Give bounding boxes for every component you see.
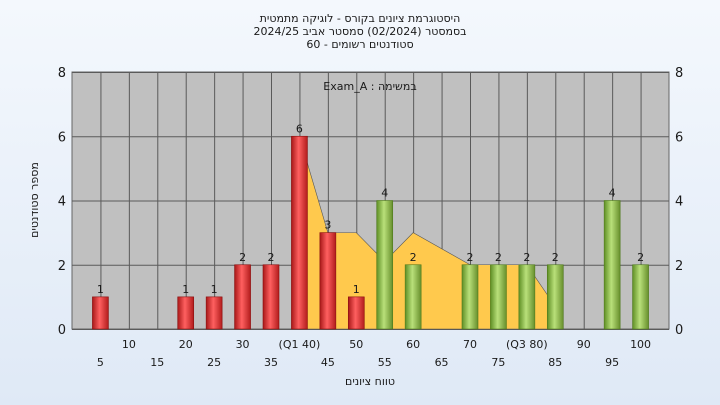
data-label-75: 2 <box>495 251 502 264</box>
x-tick-60: 60 <box>406 338 420 351</box>
data-label-20: 1 <box>182 283 189 296</box>
bar-45 <box>319 232 337 330</box>
bar-40 <box>291 135 308 330</box>
bar-55 <box>376 200 394 330</box>
data-label-40: 6 <box>296 122 303 135</box>
y-axis-title: מספר סטודנטים <box>28 162 41 238</box>
x-tick-45: 45 <box>321 356 335 369</box>
x-tick-85: 85 <box>548 356 562 369</box>
x-tick-30: 30 <box>236 338 250 351</box>
x-tick-40: (Q1 40) <box>279 338 321 351</box>
data-label-50: 1 <box>353 283 360 296</box>
x-tick-100: 100 <box>630 338 651 351</box>
y-tick-right-6: 6 <box>675 130 683 145</box>
data-label-95: 4 <box>609 187 616 200</box>
bar-30 <box>234 264 251 330</box>
bar-25 <box>205 296 223 330</box>
y-tick-left-6: 6 <box>58 130 66 145</box>
data-label-55: 4 <box>381 187 388 200</box>
x-tick-70: 70 <box>463 338 477 351</box>
y-tick-right-0: 0 <box>675 323 683 338</box>
bar-35 <box>262 264 280 330</box>
x-tick-95: 95 <box>605 356 619 369</box>
x-tick-75: 75 <box>491 356 505 369</box>
bar-5 <box>92 296 109 330</box>
x-tick-55: 55 <box>378 356 392 369</box>
bar-100 <box>632 264 649 330</box>
y-tick-left-8: 8 <box>58 66 66 81</box>
chart-title-line-3: 60 - סטודנטים רשומים <box>306 38 413 51</box>
bar-75 <box>490 264 507 330</box>
x-ticks-layer: 5 10 15 20 25 30 35(Q1 40)45 50 55 60 65 70 75(Q3 80… <box>97 338 651 369</box>
y-tick-left-0: 0 <box>58 323 66 338</box>
y-tick-right-4: 4 <box>675 195 683 210</box>
bars-layer <box>92 135 649 330</box>
x-tick-10: 10 <box>122 338 136 351</box>
bar-80 <box>518 264 536 330</box>
x-tick-25: 25 <box>207 356 221 369</box>
x-tick-65: 65 <box>435 356 449 369</box>
x-tick-90: 90 <box>577 338 591 351</box>
y-tick-right-2: 2 <box>675 259 683 274</box>
data-labels-layer: 1 1 1 2 2 6 3 1 4 2 2 2 2 2 4 2 <box>97 122 644 296</box>
y-ticks-layer: 0 0 2 2 4 4 6 6 8 8 <box>58 66 684 338</box>
x-tick-5: 5 <box>97 356 104 369</box>
bar-20 <box>177 296 195 330</box>
chart-title-line-2: בסמסטר (02/2024) סמסטר אביב 2024/25 <box>253 25 466 38</box>
exam-annotation: Exam_A : במשימה <box>323 80 416 93</box>
data-label-45: 3 <box>324 219 331 232</box>
data-label-35: 2 <box>268 251 275 264</box>
data-label-25: 1 <box>211 283 218 296</box>
y-tick-left-4: 4 <box>58 195 66 210</box>
x-tick-80: (Q3 80) <box>506 338 548 351</box>
bar-70 <box>461 264 479 330</box>
data-label-70: 2 <box>467 251 474 264</box>
bar-85 <box>546 264 564 330</box>
y-tick-left-2: 2 <box>58 259 66 274</box>
chart-title-line-1: היסטוגרמת ציונים בקורס - לוגיקה מתמטית <box>260 12 461 25</box>
x-axis-title: טווח ציונים <box>345 375 395 388</box>
x-tick-50: 50 <box>349 338 363 351</box>
data-label-85: 2 <box>552 251 559 264</box>
x-tick-35: 35 <box>264 356 278 369</box>
data-label-100: 2 <box>637 251 644 264</box>
bar-60 <box>404 264 422 330</box>
data-label-5: 1 <box>97 283 104 296</box>
bar-95 <box>603 200 621 330</box>
bar-50 <box>347 296 365 330</box>
data-label-60: 2 <box>410 251 417 264</box>
data-label-30: 2 <box>239 251 246 264</box>
data-label-80: 2 <box>523 251 530 264</box>
x-tick-20: 20 <box>179 338 193 351</box>
y-tick-right-8: 8 <box>675 66 683 81</box>
x-tick-15: 15 <box>150 356 164 369</box>
